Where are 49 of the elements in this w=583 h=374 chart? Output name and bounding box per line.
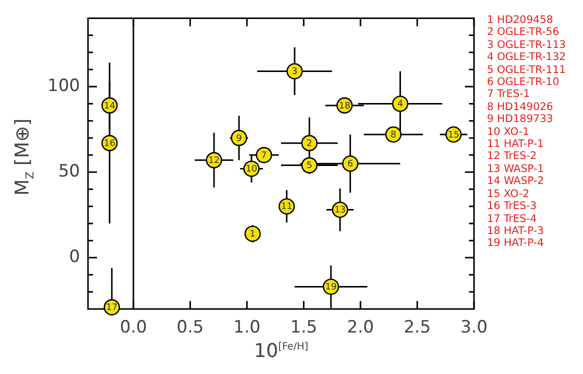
annotation: 9 xyxy=(236,134,242,144)
text: 6 OGLE-TR-10 xyxy=(487,76,560,88)
annotation: 18 xyxy=(338,101,351,112)
annotation: 1 xyxy=(250,230,256,240)
text: 2 OGLE-TR-56 xyxy=(487,26,560,39)
x-tick-label: 1.0 xyxy=(233,318,260,338)
text: 19 HAT-P-4 xyxy=(487,237,545,250)
annotation: 2 xyxy=(306,138,312,149)
annotation: 14 xyxy=(104,101,116,112)
text: 9 HD189733 xyxy=(487,113,554,126)
annotation: 12 xyxy=(208,156,220,166)
x-tick-label: 3.0 xyxy=(460,318,488,338)
annotation: 3 xyxy=(292,67,298,78)
text: 18 HAT-P-3 xyxy=(487,224,545,238)
text: 10 XO-1 xyxy=(487,126,530,138)
annotation: 10 xyxy=(246,164,258,175)
annotation: 5 xyxy=(306,161,312,172)
annotation: 13 xyxy=(334,206,346,216)
x-axis-title: 10$^{[Fe/H]}$ xyxy=(254,340,308,362)
text: 16 TrES-3 xyxy=(487,200,538,212)
annotation: 6 xyxy=(347,159,354,170)
text: 4 OGLE-TR-132 xyxy=(487,51,566,64)
annotation: 11 xyxy=(280,202,292,212)
x-tick-label: 0.0 xyxy=(120,318,147,338)
text: 8 HD149026 xyxy=(487,100,554,114)
annotation: 4 xyxy=(397,100,404,110)
annotation: 15 xyxy=(448,130,460,140)
text: 14 WASP-2 xyxy=(487,175,545,188)
text: 13 WASP-1 xyxy=(487,162,545,176)
annotation: 8 xyxy=(390,130,397,140)
y-tick-label: 0 xyxy=(69,247,80,268)
text: 5 OGLE-TR-111 xyxy=(487,64,566,76)
x-tick-label: 1.5 xyxy=(290,318,318,338)
y-tick-label: 50 xyxy=(58,162,80,182)
x-tick-label: 2.0 xyxy=(346,318,374,338)
text: 3 OGLE-TR-113 xyxy=(487,38,566,52)
y-tick-label: 100 xyxy=(48,76,80,96)
text: 1 HD209458 xyxy=(487,14,554,26)
annotation: 7 xyxy=(261,150,267,161)
annotation: 16 xyxy=(104,138,116,149)
text: 7 TrES-1 xyxy=(487,88,531,101)
annotation: 17 xyxy=(106,303,118,314)
annotation: 19 xyxy=(325,282,337,293)
text: 17 TrES-4 xyxy=(487,212,538,225)
text: 12 TrES-2 xyxy=(487,150,538,163)
x-tick-label: 2.5 xyxy=(404,318,431,338)
x-tick-label: 0.5 xyxy=(176,318,204,338)
text: 11 HAT-P-1 xyxy=(487,138,545,150)
text: 15 XO-2 xyxy=(487,188,530,200)
